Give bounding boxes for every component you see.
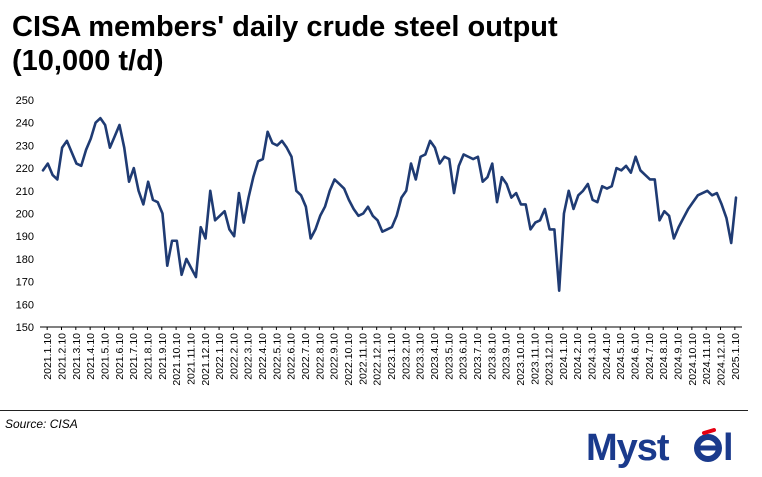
y-tick-label: 180 bbox=[16, 254, 34, 266]
mysteel-logo: Myst l bbox=[586, 427, 734, 469]
footer-divider bbox=[0, 410, 748, 411]
x-tick-label: 2022.8.10 bbox=[314, 333, 326, 380]
x-tick-label: 2023.7.10 bbox=[472, 333, 484, 380]
x-tick-label: 2022.5.10 bbox=[271, 333, 283, 380]
chart-title-line-2: (10,000 t/d) bbox=[12, 45, 164, 77]
x-tick-label: 2023.9.10 bbox=[501, 333, 513, 380]
x-tick-label: 2024.12.10 bbox=[716, 333, 728, 386]
x-tick-label: 2024.3.10 bbox=[587, 333, 599, 380]
x-tick-label: 2023.10.10 bbox=[515, 333, 527, 386]
x-tick-label: 2022.6.10 bbox=[286, 333, 298, 380]
x-tick-label: 2023.6.10 bbox=[458, 333, 470, 380]
y-tick-label: 200 bbox=[16, 209, 34, 221]
x-tick-label: 2022.11.10 bbox=[357, 333, 369, 385]
x-tick-label: 2023.4.10 bbox=[429, 333, 441, 380]
x-tick-label: 2021.5.10 bbox=[99, 333, 111, 380]
y-axis: 150 160 170 180 190 200 210 220 230 240 250 bbox=[16, 95, 34, 334]
x-tick-label: 2021.12.10 bbox=[200, 333, 212, 386]
x-tick-label: 2022.1.10 bbox=[214, 333, 226, 380]
x-tick-label: 2021.9.10 bbox=[157, 333, 169, 380]
x-tick-label: 2021.10.10 bbox=[171, 333, 183, 386]
x-tick-label: 2024.6.10 bbox=[630, 333, 642, 380]
x-tick-label: 2021.4.10 bbox=[85, 333, 97, 380]
source-note: Source: CISA bbox=[5, 417, 78, 431]
x-tick-label: 2022.10.10 bbox=[343, 333, 355, 386]
y-tick-label: 240 bbox=[16, 118, 34, 130]
x-tick-label: 2025.1.10 bbox=[730, 333, 742, 380]
x-tick-label: 2022.4.10 bbox=[257, 333, 269, 380]
x-tick-label: 2021.11.10 bbox=[185, 333, 197, 385]
y-tick-label: 190 bbox=[16, 231, 34, 243]
x-tick-label: 2024.5.10 bbox=[615, 333, 627, 380]
x-tick-label: 2024.11.10 bbox=[701, 333, 713, 385]
x-tick-label: 2024.7.10 bbox=[644, 333, 656, 380]
x-tick-label: 2023.12.10 bbox=[544, 333, 556, 386]
x-tick-label: 2022.7.10 bbox=[300, 333, 312, 380]
x-tick-label: 2022.3.10 bbox=[243, 333, 255, 380]
y-tick-label: 160 bbox=[16, 299, 34, 311]
x-tick-label: 2024.10.10 bbox=[687, 333, 699, 386]
logo-text-right: l bbox=[723, 427, 734, 469]
x-tick-label: 2021.7.10 bbox=[128, 333, 140, 380]
x-tick-label: 2024.1.10 bbox=[558, 333, 570, 380]
y-tick-label: 230 bbox=[16, 140, 34, 152]
x-tick-label: 2024.4.10 bbox=[601, 333, 613, 380]
x-tick-label: 2023.5.10 bbox=[443, 333, 455, 380]
x-tick-label: 2024.9.10 bbox=[673, 333, 685, 380]
line-chart: 150 160 170 180 190 200 210 220 230 240 250 2021.1… bbox=[16, 95, 742, 386]
x-tick-label: 2021.3.10 bbox=[71, 333, 83, 380]
x-tick-label: 2023.1.10 bbox=[386, 333, 398, 380]
x-tick-label: 2022.12.10 bbox=[372, 333, 384, 386]
x-tick-label: 2023.11.10 bbox=[529, 333, 541, 385]
x-tick-label: 2021.2.10 bbox=[56, 333, 68, 380]
x-axis: 2021.1.10 2021.2.10 2021.3.10 2021.4.10 2021… bbox=[40, 326, 742, 386]
chart-title: CISA members' daily crude steel output (… bbox=[12, 10, 752, 78]
x-tick-label: 2022.2.10 bbox=[228, 333, 240, 380]
x-tick-label: 2021.6.10 bbox=[114, 333, 126, 380]
y-tick-label: 250 bbox=[16, 95, 34, 107]
y-tick-label: 170 bbox=[16, 277, 34, 289]
y-tick-label: 220 bbox=[16, 163, 34, 175]
x-tick-label: 2023.8.10 bbox=[486, 333, 498, 380]
logo-text-left: Myst bbox=[586, 427, 670, 469]
x-tick-label: 2022.9.10 bbox=[329, 333, 341, 380]
x-tick-label: 2021.1.10 bbox=[42, 333, 54, 380]
x-tick-label: 2023.2.10 bbox=[400, 333, 412, 380]
x-tick-label: 2024.8.10 bbox=[658, 333, 670, 380]
y-tick-label: 210 bbox=[16, 186, 34, 198]
x-tick-label: 2023.3.10 bbox=[415, 333, 427, 380]
x-tick-label: 2024.2.10 bbox=[572, 333, 584, 380]
chart-title-line-1: CISA members' daily crude steel output bbox=[12, 11, 558, 43]
logo-e-glyph bbox=[694, 428, 722, 462]
series-line bbox=[41, 116, 738, 292]
y-tick-label: 150 bbox=[16, 322, 34, 334]
x-tick-label: 2021.8.10 bbox=[142, 333, 154, 380]
series-layer bbox=[41, 116, 738, 292]
